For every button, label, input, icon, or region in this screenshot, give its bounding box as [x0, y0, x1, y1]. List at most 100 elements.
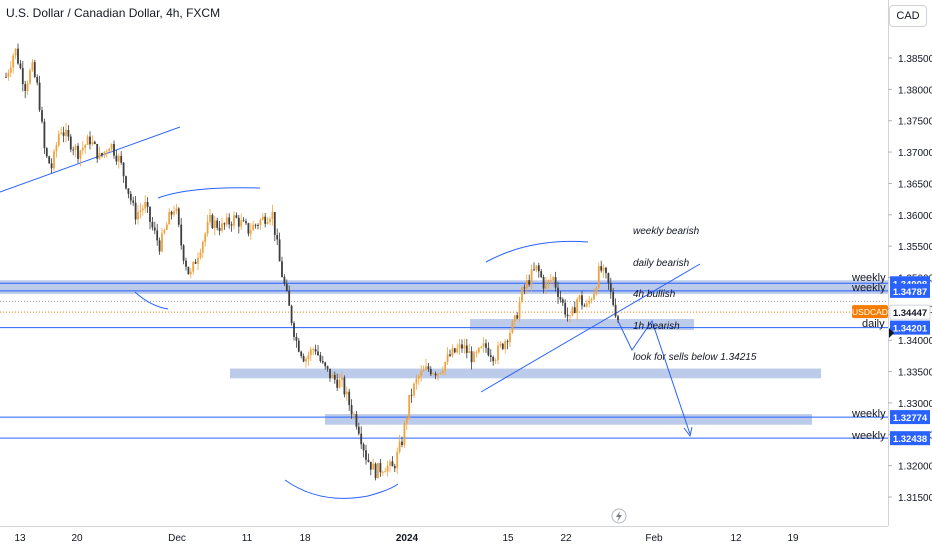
candle-body	[494, 360, 497, 362]
candle-body	[180, 224, 183, 246]
y-tick-label: 1.37500	[898, 117, 932, 128]
candle-body	[141, 208, 144, 211]
candle-body	[612, 291, 615, 305]
replay-icon[interactable]	[611, 508, 627, 524]
candle-body	[55, 145, 58, 152]
projection-arrowhead	[683, 426, 693, 438]
candle-body	[60, 132, 63, 134]
candle-body	[57, 133, 60, 146]
candle-body	[223, 223, 226, 225]
candle-body	[266, 221, 269, 224]
candle-body	[41, 110, 43, 122]
candle-body	[362, 444, 365, 451]
candle-body	[14, 48, 17, 56]
candle-body	[588, 300, 591, 304]
candle-body	[216, 220, 219, 228]
candle-body	[240, 220, 243, 227]
candle-body	[492, 356, 495, 362]
candle-body	[45, 148, 48, 157]
level-label: weekly	[852, 430, 886, 442]
candle-body	[597, 266, 600, 288]
candle-body	[252, 224, 255, 231]
candle-body	[501, 343, 504, 349]
candle-body	[449, 354, 451, 356]
candle-body	[21, 68, 24, 85]
candle-body	[559, 296, 562, 300]
candle-body	[192, 261, 195, 272]
y-tick-label: 1.33000	[898, 399, 932, 410]
candle-body	[533, 269, 535, 271]
y-tick-label: 1.34000	[898, 336, 932, 347]
candle-body	[475, 352, 478, 354]
candle-body	[549, 280, 552, 281]
candle-body	[487, 347, 490, 356]
candle-body	[461, 344, 463, 349]
candle-body	[170, 212, 173, 215]
candle-body	[564, 302, 567, 315]
candle-body	[153, 227, 156, 231]
candle-body	[122, 162, 125, 177]
candle-body	[456, 348, 459, 353]
candle-body	[249, 230, 252, 234]
candle-body	[300, 351, 303, 356]
candle-body	[415, 378, 418, 384]
x-tick-label: 20	[71, 533, 83, 544]
candle-body	[177, 208, 180, 225]
candle-body	[401, 441, 403, 446]
x-tick-label: 11	[242, 533, 253, 544]
x-tick-label: Dec	[168, 533, 186, 544]
candle-body	[561, 299, 564, 303]
candle-body	[593, 293, 595, 300]
candle-body	[410, 394, 413, 396]
candle-body	[77, 145, 79, 159]
candle-body	[281, 261, 283, 277]
candle-body	[482, 343, 485, 347]
candle-body	[557, 287, 559, 297]
candle-body	[271, 211, 274, 219]
x-tick-label: 15	[502, 533, 514, 544]
candle-body	[187, 266, 190, 275]
candle-body	[50, 163, 53, 169]
candle-body	[513, 315, 516, 322]
candle-body	[343, 377, 346, 395]
candle-body	[571, 307, 574, 316]
arc-top-2	[485, 240, 589, 263]
y-tick-label: 1.38500	[898, 54, 932, 65]
currency-button[interactable]: CAD	[889, 5, 927, 27]
candle-body	[74, 145, 77, 150]
candle-body	[499, 343, 502, 346]
candle-body	[113, 143, 115, 156]
candle-body	[353, 414, 355, 416]
candle-body	[302, 355, 305, 362]
price-tag	[890, 283, 930, 298]
candle-body	[554, 277, 557, 288]
support-resistance-zone	[230, 368, 821, 379]
level-label: weekly	[852, 408, 886, 420]
candle-body	[374, 463, 377, 479]
candle-body	[429, 368, 432, 375]
candle-body	[53, 151, 55, 169]
candle-body	[573, 307, 576, 314]
time-axis: 13 20 Dec 11 18 2024 15 22 Feb 12 19	[0, 526, 888, 544]
analysis-note: weekly bearish daily bearish 4h bullish …	[633, 206, 756, 374]
candle-body	[38, 82, 41, 111]
candle-body	[129, 193, 132, 201]
candle-body	[93, 141, 96, 144]
candle-body	[425, 366, 427, 370]
candle-body	[377, 463, 379, 479]
candle-body	[413, 383, 415, 396]
candle-body	[470, 351, 473, 363]
candle-body	[146, 202, 149, 207]
price-labels: 1.349081.34787USDCAD1.344471.342011.3277…	[852, 276, 931, 446]
candle-body	[127, 188, 130, 194]
candle-body	[384, 471, 387, 473]
candle-body	[420, 371, 423, 377]
candle-body	[473, 352, 475, 363]
candle-body	[276, 234, 279, 240]
candle-body	[36, 77, 39, 83]
candle-body	[321, 361, 324, 363]
candle-body	[566, 314, 569, 317]
candle-body	[590, 299, 593, 301]
candle-body	[345, 391, 348, 395]
